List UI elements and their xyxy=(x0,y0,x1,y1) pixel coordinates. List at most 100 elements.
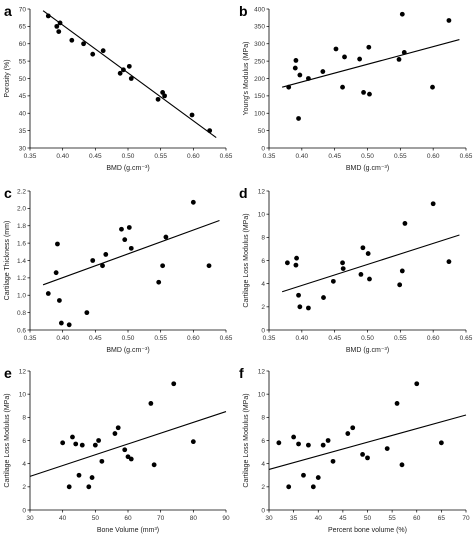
x-tick-label-c: 0.35 xyxy=(24,335,37,342)
data-point-b xyxy=(296,116,301,121)
x-tick-label-f: 35 xyxy=(290,515,298,522)
data-point-c xyxy=(128,245,134,251)
x-axis-title-f: Percent bone volume (%) xyxy=(328,527,407,534)
x-tick-label-b: 0.45 xyxy=(328,153,341,160)
y-tick-label-c: 1.4 xyxy=(17,258,26,265)
data-point-e xyxy=(115,425,121,431)
x-tick-label-b: 0.50 xyxy=(361,153,374,160)
y-tick-label-a: 60 xyxy=(19,41,27,48)
data-point-d xyxy=(358,272,364,277)
data-point-c xyxy=(122,237,128,243)
x-tick-label-d: 0.45 xyxy=(328,335,341,342)
x-tick-label-a: 0.55 xyxy=(154,153,167,160)
data-point-f xyxy=(306,442,311,448)
y-tick-label-a: 70 xyxy=(19,6,27,13)
trend-line-a xyxy=(42,10,217,139)
data-point-b xyxy=(361,90,366,95)
panel-c: c 0.35 0.40 0.45 0.50 0.55 0.60 0.65 0.6 0.8 1.0 1.… xyxy=(4,185,233,354)
y-tick-label-e: 10 xyxy=(19,391,27,398)
y-tick-label-f: 12 xyxy=(258,368,266,375)
x-tick-label-d: 0.50 xyxy=(361,335,374,342)
y-tick-label-b: 250 xyxy=(254,58,265,65)
x-tick-label-a: 0.40 xyxy=(56,153,69,160)
data-point-c xyxy=(66,322,72,328)
panel-letter-c: c xyxy=(4,185,12,201)
y-tick-label-f: 6 xyxy=(261,438,265,445)
y-tick-label-b: 400 xyxy=(254,6,265,13)
data-point-b xyxy=(340,84,345,90)
y-tick-label-c: 1.0 xyxy=(17,293,26,300)
panel-d: d 0.35 0.40 0.45 0.50 0.55 0.60 0.65 0 2 4 6 8 10 12 BM… xyxy=(239,185,473,354)
data-point-a xyxy=(54,23,60,29)
x-axis-title-e: Bone Volume (mm³) xyxy=(97,527,159,534)
data-point-f xyxy=(360,452,365,457)
y-tick-label-a: 40 xyxy=(19,111,27,118)
y-tick-label-d: 6 xyxy=(261,258,265,265)
x-axis-title-a: BMD (g.cm⁻³) xyxy=(106,165,149,172)
x-tick-label-c: 0.50 xyxy=(122,335,135,342)
y-tick-label-d: 10 xyxy=(258,211,266,218)
y-tick-label-c: 2.0 xyxy=(17,206,26,213)
data-point-d xyxy=(284,260,290,266)
data-point-d xyxy=(446,259,452,265)
x-tick-label-b: 0.40 xyxy=(296,153,309,160)
data-point-b xyxy=(430,84,435,90)
data-point-d xyxy=(330,278,336,284)
x-tick-label-c: 0.65 xyxy=(220,335,233,342)
x-tick-label-e: 90 xyxy=(222,515,230,522)
data-point-a xyxy=(207,128,213,134)
data-point-f xyxy=(276,440,282,446)
data-point-e xyxy=(128,456,134,462)
y-tick-label-c: 1.8 xyxy=(17,223,26,230)
y-tick-label-b: 200 xyxy=(254,76,265,83)
trend-line-d xyxy=(281,234,460,293)
data-point-c xyxy=(190,199,196,205)
data-point-a xyxy=(128,76,134,81)
y-tick-label-c: 0.8 xyxy=(17,310,26,317)
data-point-d xyxy=(399,268,405,274)
x-tick-label-f: 70 xyxy=(462,515,470,522)
data-point-a xyxy=(69,37,75,43)
data-point-f xyxy=(384,446,390,452)
data-point-b xyxy=(366,44,372,50)
y-tick-label-c: 2.2 xyxy=(17,188,26,195)
data-point-f xyxy=(325,438,331,443)
x-tick-label-e: 60 xyxy=(124,515,132,522)
x-tick-label-c: 0.60 xyxy=(187,335,200,342)
panel-b: b 0.35 0.40 0.45 0.50 0.55 0.60 0.65 0 50 100 150 20… xyxy=(239,3,473,172)
data-point-d xyxy=(306,305,311,311)
data-point-c xyxy=(103,252,109,257)
data-point-a xyxy=(56,29,62,34)
data-point-c xyxy=(53,270,59,276)
y-tick-label-a: 30 xyxy=(19,145,27,152)
data-point-a xyxy=(45,13,51,19)
trend-line-c xyxy=(42,220,220,286)
y-tick-label-e: 8 xyxy=(22,415,26,422)
data-point-e xyxy=(151,462,157,468)
y-tick-label-c: 1.6 xyxy=(17,240,26,247)
data-point-f xyxy=(350,425,356,431)
y-tick-label-f: 4 xyxy=(261,461,265,468)
y-tick-label-d: 8 xyxy=(261,235,265,242)
trend-line-f xyxy=(268,414,467,470)
y-tick-label-d: 12 xyxy=(258,188,266,195)
data-point-b xyxy=(292,65,298,71)
y-tick-label-e: 12 xyxy=(19,368,27,375)
y-tick-label-f: 2 xyxy=(261,484,265,491)
data-point-f xyxy=(394,401,400,406)
data-point-c xyxy=(160,263,166,269)
x-tick-label-a: 0.35 xyxy=(24,153,37,160)
panel-letter-b: b xyxy=(239,3,248,19)
y-tick-label-e: 0 xyxy=(22,507,26,514)
x-tick-label-b: 0.60 xyxy=(427,153,440,160)
data-point-d xyxy=(367,276,372,282)
data-point-f xyxy=(301,472,306,478)
data-point-a xyxy=(100,48,106,54)
data-point-e xyxy=(89,475,95,480)
x-axis-title-c: BMD (g.cm⁻³) xyxy=(106,347,149,354)
data-point-f xyxy=(399,462,405,468)
data-point-f xyxy=(365,455,370,461)
y-tick-label-b: 350 xyxy=(254,24,265,31)
x-tick-label-d: 0.65 xyxy=(460,335,473,342)
